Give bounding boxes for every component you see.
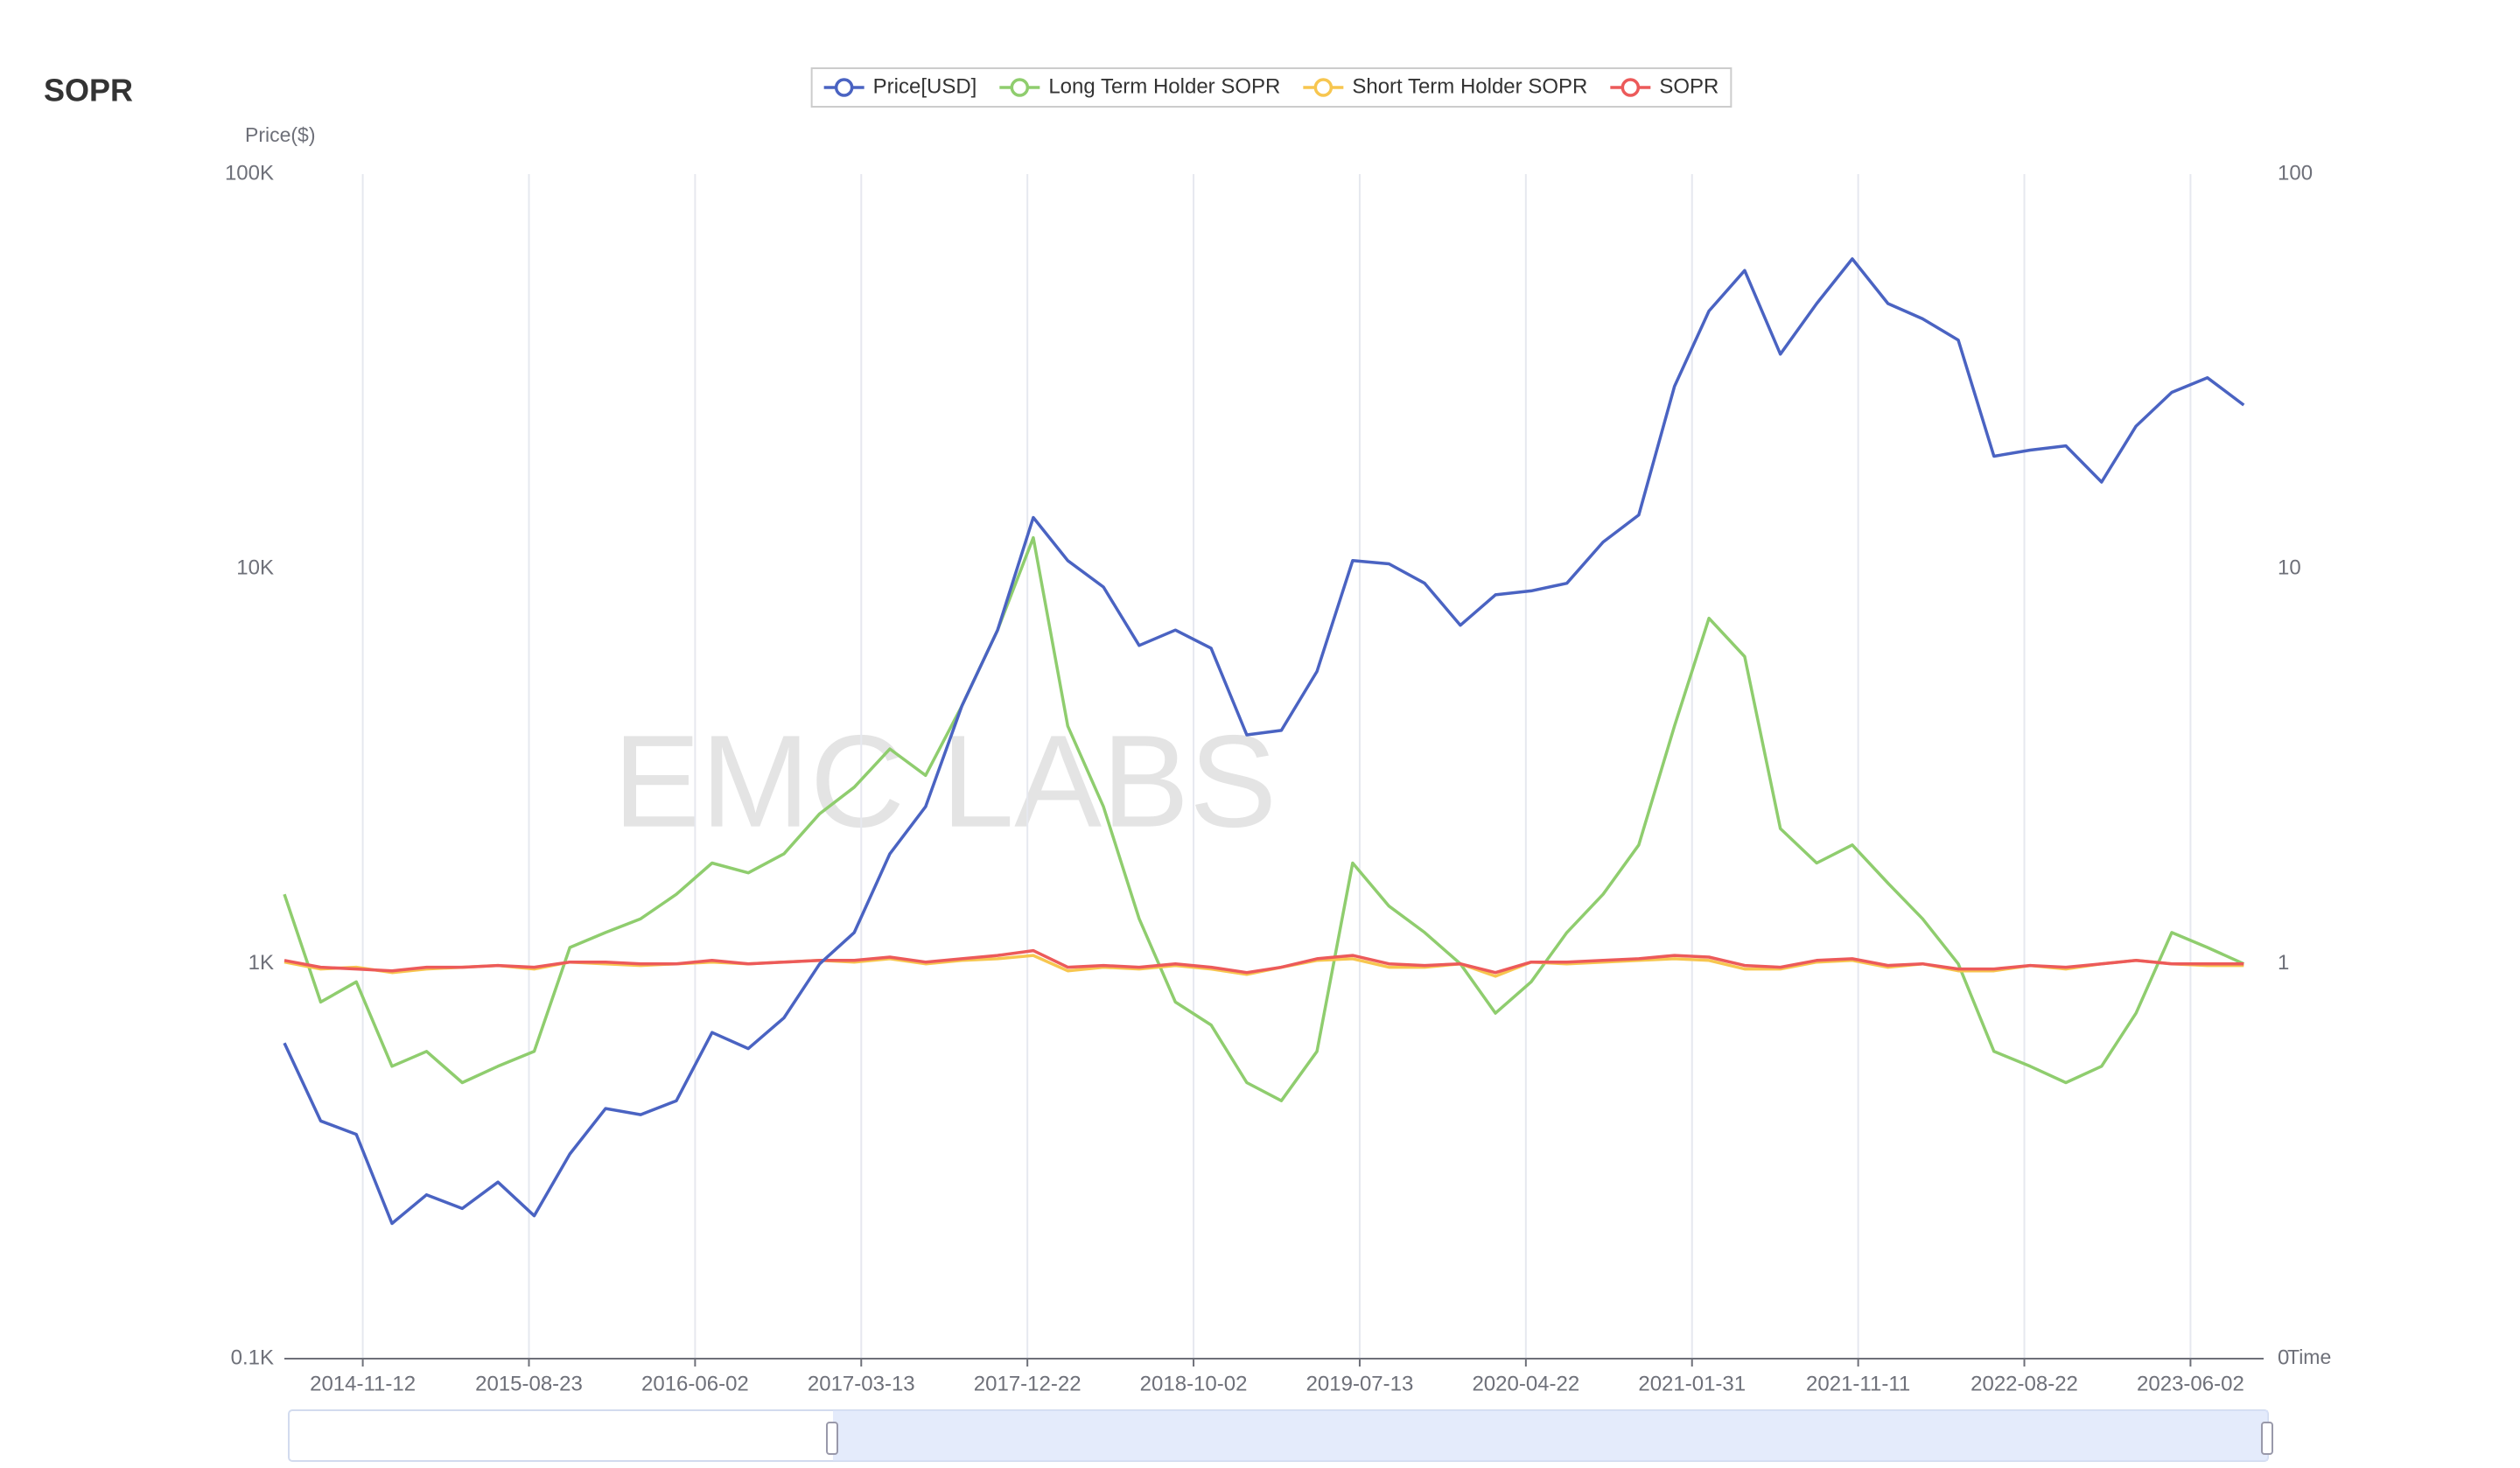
legend-symbol (834, 78, 854, 97)
x-tick-label: 2015-08-23 (475, 1372, 583, 1395)
series-line (283, 257, 2245, 1226)
y2-tick-label: 1 (2278, 951, 2289, 975)
y2-tick-label: 100 (2278, 161, 2313, 185)
legend-label: Long Term Holder SOPR (1048, 74, 1280, 98)
legend-symbol (1010, 78, 1030, 97)
chart-title: SOPR (44, 73, 133, 108)
y-tick-label: 100K (225, 161, 274, 185)
legend-label: SOPR (1659, 74, 1718, 98)
x-tick-label: 2016-06-02 (641, 1372, 749, 1395)
legend-box (810, 67, 1732, 108)
x-tick-label: 2022-08-22 (1970, 1372, 2078, 1395)
legend-label: Price[USD] (873, 74, 977, 98)
x-tick-label: 2018-10-02 (1140, 1372, 1248, 1395)
x-tick-label: 2014-11-12 (310, 1372, 416, 1395)
x-tick-label: 2017-12-22 (974, 1372, 1082, 1395)
x-tick-label: 2021-01-31 (1638, 1372, 1746, 1395)
y2-tick-label: 10 (2278, 556, 2301, 580)
x-axis-title: Time (2287, 1346, 2331, 1368)
y2-tick-label: 0 (2278, 1346, 2289, 1369)
legend-symbol (1313, 78, 1334, 97)
zoom-handle[interactable] (2261, 1422, 2273, 1455)
legend-symbol (1620, 78, 1641, 97)
y-tick-label: 0.1K (231, 1346, 274, 1369)
series-line (284, 948, 2244, 975)
zoom-window[interactable] (833, 1410, 2268, 1461)
zoom-handle[interactable] (826, 1422, 838, 1455)
y-axis-title: Price($) (245, 123, 316, 146)
x-tick-label: 2020-04-22 (1472, 1372, 1579, 1395)
legend: Price[USD] Long Term Holder SOPR Short Ter… (823, 74, 1718, 98)
x-tick-label: 2021-11-11 (1806, 1372, 1910, 1395)
legend-label: Short Term Holder SOPR (1352, 74, 1587, 98)
data-zoom[interactable] (288, 1409, 2273, 1462)
watermark: EMC LABS (613, 708, 1278, 855)
series-line (284, 954, 2244, 978)
x-tick-label: 2019-07-13 (1306, 1372, 1414, 1395)
x-tick-label: 2017-03-13 (808, 1372, 915, 1395)
series-line (283, 535, 2245, 1102)
x-tick-label: 2023-06-02 (2137, 1372, 2244, 1395)
y-tick-label: 10K (236, 556, 274, 580)
y-tick-label: 1K (248, 951, 274, 975)
